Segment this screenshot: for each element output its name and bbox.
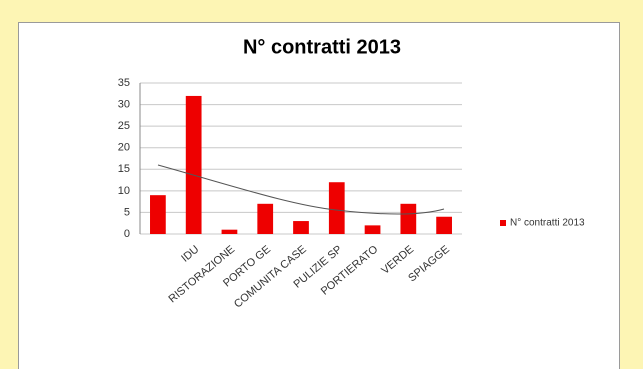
- bar: [328, 182, 345, 234]
- bar: [293, 221, 309, 234]
- y-tick-label: 0: [124, 228, 130, 240]
- legend-label: N° contratti 2013: [510, 218, 585, 229]
- y-tick-label: 35: [118, 77, 130, 89]
- bar: [257, 203, 274, 234]
- bar: [185, 95, 202, 234]
- y-tick-label: 20: [118, 142, 130, 154]
- bar: [150, 195, 166, 234]
- bar: [221, 229, 238, 234]
- bar: [364, 225, 381, 234]
- chart-title: N° contratti 2013: [243, 36, 401, 58]
- legend-swatch: [500, 220, 506, 226]
- y-tick-label: 30: [118, 98, 130, 110]
- y-tick-label: 5: [124, 206, 130, 218]
- y-tick-label: 15: [118, 163, 130, 175]
- bar: [400, 203, 417, 234]
- y-tick-label: 25: [118, 120, 130, 132]
- bar: [436, 216, 452, 234]
- chart-frame: [18, 22, 620, 369]
- y-tick-label: 10: [118, 185, 130, 197]
- trend-line: [157, 164, 445, 215]
